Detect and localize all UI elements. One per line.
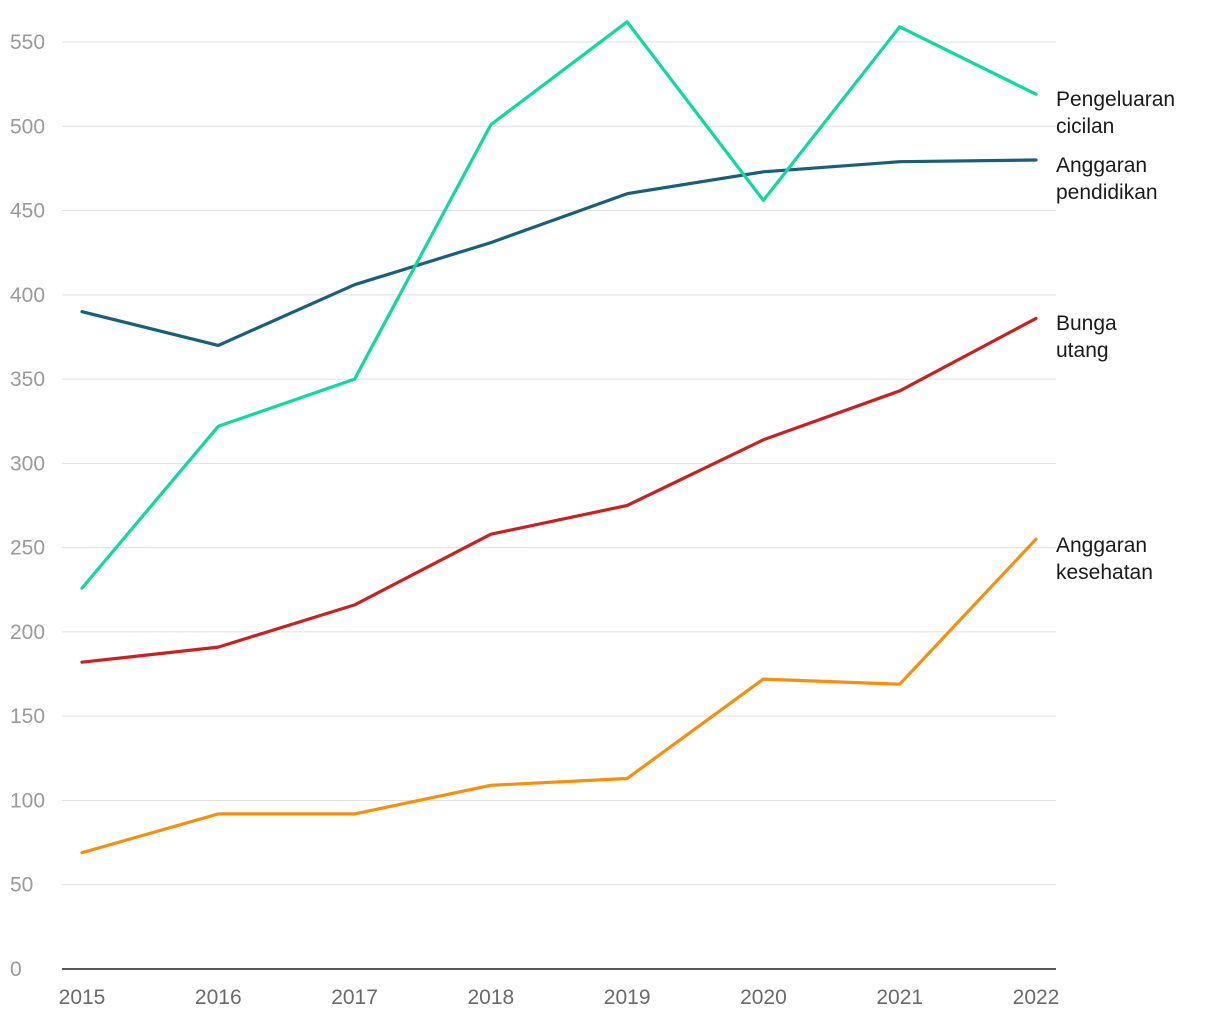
series-line-kesehatan	[80, 537, 1038, 855]
y-tick-label: 500	[10, 115, 45, 138]
y-tick-label: 450	[10, 200, 45, 223]
x-tick-label: 2019	[604, 986, 651, 1009]
series-labels: Pengeluaran cicilan Anggaran pendidikan Bung…	[1056, 88, 1175, 584]
gridlines	[62, 41, 1056, 886]
series-label-bunga: Bunga utang	[1056, 312, 1117, 362]
y-tick-label: 200	[10, 621, 45, 644]
x-tick-label: 2021	[876, 986, 923, 1009]
x-tick-label: 2017	[331, 986, 378, 1009]
y-tick-label: 0	[10, 958, 22, 981]
series-label-line: Bunga	[1056, 312, 1117, 335]
series-lines	[80, 20, 1038, 855]
series-label-line: cicilan	[1056, 115, 1114, 138]
series-label-line: utang	[1056, 339, 1109, 362]
y-tick-label: 50	[10, 874, 33, 897]
y-tick-label: 300	[10, 452, 45, 475]
y-axis: 0 50 100 150 200 250 300 350 400 450 500 550	[10, 31, 45, 981]
series-label-kesehatan: Anggaran kesehatan	[1056, 534, 1153, 584]
y-tick-label: 150	[10, 705, 45, 728]
series-label-pendidikan: Anggaran pendidikan	[1056, 154, 1158, 204]
x-tick-label: 2022	[1013, 986, 1060, 1009]
series-line-bunga	[80, 316, 1038, 664]
y-tick-label: 250	[10, 537, 45, 560]
series-label-line: Anggaran	[1056, 154, 1147, 177]
series-label-line: Anggaran	[1056, 534, 1147, 557]
x-tick-label: 2020	[740, 986, 787, 1009]
x-tick-label: 2015	[59, 986, 106, 1009]
y-tick-label: 550	[10, 31, 45, 54]
y-tick-label: 100	[10, 789, 45, 812]
y-tick-label: 400	[10, 284, 45, 307]
series-label-line: pendidikan	[1056, 181, 1158, 204]
series-label-line: kesehatan	[1056, 561, 1153, 584]
series-line-pendidikan	[80, 158, 1038, 347]
x-tick-label: 2018	[467, 986, 514, 1009]
y-tick-label: 350	[10, 368, 45, 391]
x-tick-label: 2016	[195, 986, 242, 1009]
series-label-cicilan: Pengeluaran cicilan	[1056, 88, 1175, 138]
x-axis: 2015 2016 2017 2018 2019 2020 2021 2022	[59, 968, 1060, 1009]
series-label-line: Pengeluaran	[1056, 88, 1175, 111]
series-line-cicilan	[80, 20, 1038, 590]
